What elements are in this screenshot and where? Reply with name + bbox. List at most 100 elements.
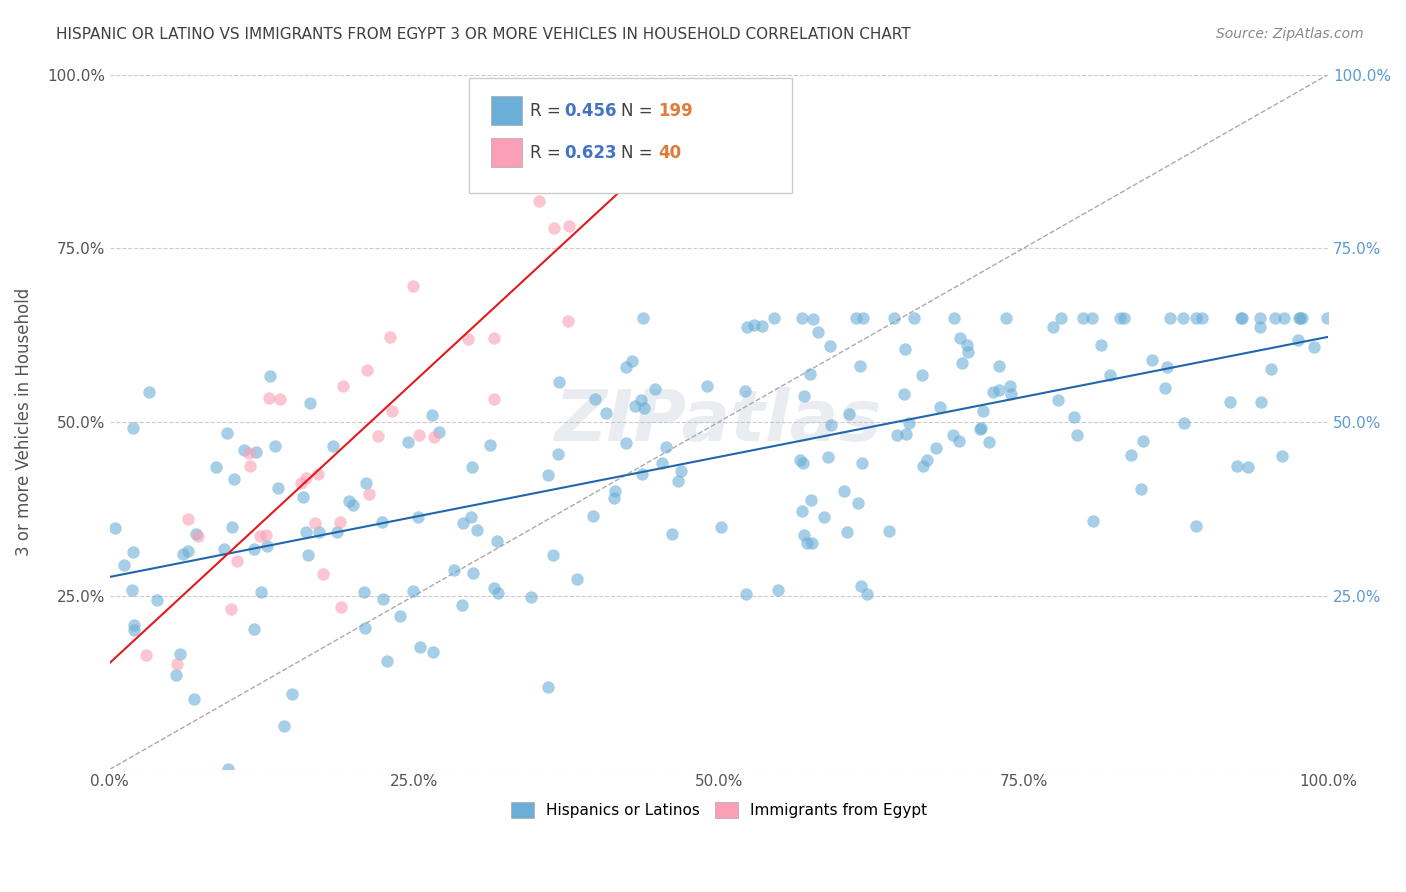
Point: [654, 440, 676, 454]
Point: [666, 474, 689, 488]
Point: [1226, 459, 1249, 474]
Point: [187, 529, 209, 543]
Point: [245, 445, 267, 459]
Point: [547, 447, 569, 461]
Point: [1073, 311, 1095, 326]
Point: [356, 363, 378, 377]
Point: [789, 453, 811, 467]
Text: R =: R =: [530, 144, 567, 162]
Point: [329, 516, 352, 530]
Point: [299, 396, 322, 410]
Point: [1219, 395, 1241, 409]
Point: [172, 547, 194, 561]
Point: [1271, 450, 1294, 464]
Point: [807, 325, 830, 339]
Point: [583, 392, 606, 407]
Point: [332, 379, 354, 393]
Point: [104, 521, 127, 535]
Point: [1132, 434, 1154, 448]
Point: [894, 342, 917, 356]
Point: [396, 435, 419, 450]
Point: [537, 681, 560, 695]
Point: [443, 563, 465, 577]
Point: [273, 719, 295, 733]
Point: [1303, 340, 1326, 354]
Point: [307, 467, 329, 482]
Point: [1083, 515, 1105, 529]
Point: [911, 459, 934, 474]
Point: [983, 384, 1005, 399]
Point: [233, 442, 256, 457]
Point: [633, 401, 655, 416]
Point: [486, 534, 509, 549]
Point: [593, 171, 616, 186]
Point: [482, 331, 505, 345]
Point: [1249, 310, 1271, 325]
Point: [1066, 428, 1088, 442]
Point: [942, 310, 965, 325]
Point: [820, 418, 842, 433]
Point: [342, 498, 364, 512]
Point: [709, 520, 731, 534]
Point: [886, 427, 908, 442]
Point: [312, 567, 335, 582]
Point: [948, 434, 970, 449]
Point: [631, 310, 654, 325]
Point: [607, 171, 630, 186]
Point: [565, 572, 588, 586]
Point: [169, 647, 191, 661]
Point: [661, 527, 683, 541]
Point: [792, 456, 814, 470]
Point: [879, 524, 901, 538]
Point: [1260, 362, 1282, 376]
Point: [614, 359, 637, 374]
Point: [603, 491, 626, 505]
Point: [1185, 311, 1208, 326]
Point: [1272, 310, 1295, 325]
Text: 40: 40: [658, 144, 681, 162]
Point: [1042, 320, 1064, 334]
Point: [354, 621, 377, 635]
Point: [254, 528, 277, 542]
Point: [1286, 333, 1309, 347]
Point: [1000, 387, 1022, 401]
Point: [1173, 310, 1195, 325]
Point: [734, 587, 756, 601]
Point: [281, 687, 304, 701]
Point: [924, 442, 946, 456]
Point: [762, 310, 785, 325]
Point: [883, 310, 905, 325]
Point: [557, 314, 579, 328]
Text: 0.623: 0.623: [564, 144, 617, 162]
Point: [221, 520, 243, 534]
Point: [949, 331, 972, 345]
Point: [295, 525, 318, 540]
Point: [186, 526, 208, 541]
Point: [838, 407, 860, 421]
Point: [1099, 368, 1122, 382]
Point: [183, 692, 205, 706]
Point: [463, 566, 485, 580]
Point: [818, 338, 841, 352]
Point: [651, 456, 673, 470]
Point: [146, 592, 169, 607]
Point: [603, 483, 626, 498]
Point: [644, 382, 666, 396]
Point: [1291, 310, 1313, 325]
Point: [768, 582, 790, 597]
Text: 0.456: 0.456: [564, 103, 617, 120]
Point: [631, 467, 654, 482]
Point: [852, 310, 875, 325]
Text: HISPANIC OR LATINO VS IMMIGRANTS FROM EGYPT 3 OR MORE VEHICLES IN HOUSEHOLD CORR: HISPANIC OR LATINO VS IMMIGRANTS FROM EG…: [56, 27, 911, 42]
Point: [402, 279, 425, 293]
Point: [956, 345, 979, 359]
Point: [478, 438, 501, 452]
Point: [903, 310, 925, 325]
Point: [451, 516, 474, 530]
Point: [1229, 310, 1251, 325]
Point: [1119, 448, 1142, 462]
Point: [1049, 310, 1071, 325]
Point: [482, 581, 505, 595]
Point: [846, 496, 869, 510]
Point: [371, 592, 394, 607]
